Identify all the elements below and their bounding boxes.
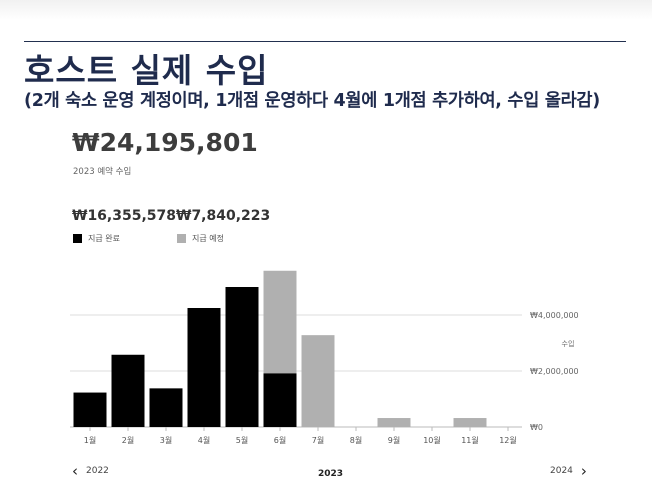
bar-paid-2 [111,354,145,427]
next-year-button[interactable]: 2024 › [550,462,587,480]
y-axis-unit-label: 수입 [561,340,575,348]
top-shade [0,0,652,20]
x-tick-label-7: 7월 [312,435,324,445]
bar-scheduled-7 [301,335,335,427]
legend-scheduled-label: 지급 예정 [192,233,224,243]
x-tick-label-11: 11월 [461,435,479,445]
chevron-right-icon: › [580,462,587,480]
y-tick-label-1: ₩2,000,000 [530,367,579,376]
bar-paid-5 [225,287,259,427]
next-year-label: 2024 [550,466,573,476]
total-earnings-label: 2023 예약 수입 [73,167,132,177]
bar-paid-4 [187,308,221,427]
x-tick-label-6: 6월 [274,435,286,445]
y-tick-label-2: ₩4,000,000 [530,311,579,320]
bar-scheduled-6 [263,270,297,374]
bar-scheduled-9 [377,418,411,427]
legend-scheduled-swatch [177,233,186,243]
prev-year-button[interactable]: ‹ 2022 [72,462,109,480]
legend-paid-label: 지급 완료 [88,233,120,243]
bar-scheduled-11 [453,418,487,427]
page-title: 호스트 실제 수입 [24,51,269,90]
x-tick-label-12: 12월 [499,435,517,445]
x-tick-label-8: 8월 [350,435,362,445]
x-tick-label-1: 1월 [84,435,96,445]
bar-paid-1 [73,392,107,427]
legend-paid: 지급 완료 [73,233,120,243]
x-tick-label-2: 2월 [122,435,134,445]
chevron-left-icon: ‹ [72,462,78,480]
x-tick-label-4: 4월 [198,435,210,445]
legend-scheduled: 지급 예정 [177,233,224,243]
total-earnings: ₩24,195,801 [72,128,258,157]
y-tick-label-0: ₩0 [530,423,543,432]
legend-paid-swatch [73,233,82,243]
paid-amount: ₩16,355,578 [72,208,177,224]
x-tick-label-10: 10월 [423,435,441,445]
x-tick-label-9: 9월 [388,435,400,445]
current-year-label: 2023 [318,469,344,479]
x-tick-label-5: 5월 [236,435,248,445]
prev-year-label: 2022 [86,466,109,476]
bar-paid-6 [263,373,297,427]
bar-paid-3 [149,388,183,427]
x-tick-label-3: 3월 [160,435,172,445]
header-rule [24,41,626,42]
page-subtitle: (2개 숙소 운영 계정이며, 1개점 운영하다 4월에 1개점 추가하여, 수… [24,91,600,111]
scheduled-amount: ₩7,840,223 [176,208,271,224]
